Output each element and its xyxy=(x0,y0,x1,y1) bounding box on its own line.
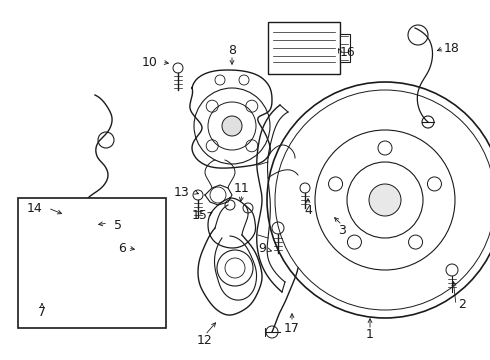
Text: 4: 4 xyxy=(304,203,312,216)
Text: 9: 9 xyxy=(258,242,266,255)
Text: 10: 10 xyxy=(142,55,158,68)
Text: 12: 12 xyxy=(197,333,213,346)
Text: 17: 17 xyxy=(284,321,300,334)
Text: 7: 7 xyxy=(38,306,46,319)
Bar xyxy=(268,22,340,74)
Text: 3: 3 xyxy=(338,224,346,237)
Text: 14: 14 xyxy=(27,202,43,215)
Text: 5: 5 xyxy=(114,219,122,231)
Bar xyxy=(340,34,350,62)
Text: 18: 18 xyxy=(444,41,460,54)
Text: 15: 15 xyxy=(192,208,208,221)
Text: 11: 11 xyxy=(234,181,250,194)
Text: 2: 2 xyxy=(458,298,466,311)
Text: 8: 8 xyxy=(228,44,236,57)
Circle shape xyxy=(222,116,242,136)
Text: 13: 13 xyxy=(174,185,190,198)
Text: 6: 6 xyxy=(118,242,126,255)
Circle shape xyxy=(369,184,401,216)
Bar xyxy=(18,198,166,328)
Text: 16: 16 xyxy=(340,45,356,59)
Text: 1: 1 xyxy=(366,328,374,342)
